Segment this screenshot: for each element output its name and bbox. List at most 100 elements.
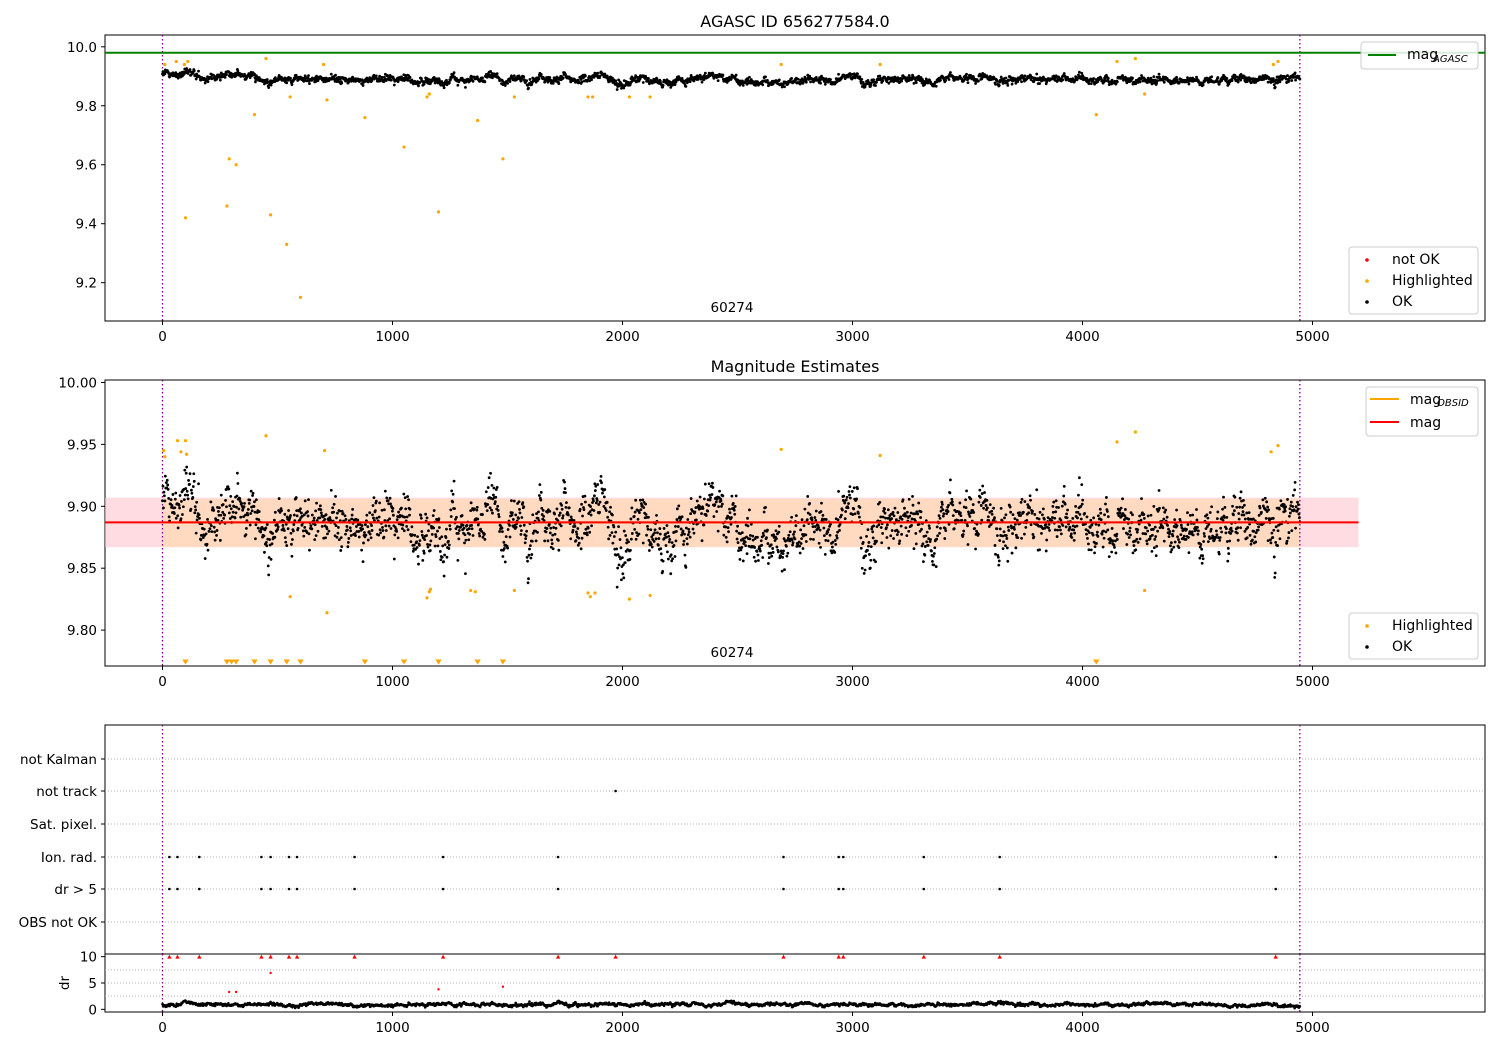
ok-point [994,552,997,556]
x-tick-label: 5000 [1295,674,1329,690]
ok-point [766,528,769,532]
ok-point [357,530,361,533]
offscale-marker [232,659,240,665]
panel2-legend-mag: mag OBSID mag [1365,386,1479,437]
ok-point [863,85,867,89]
ok-point [1291,494,1295,497]
ok-point [1198,545,1202,549]
ok-point [286,527,290,531]
ok-point [1092,77,1096,80]
ok-point [227,511,231,515]
ok-point [345,528,349,532]
ok-point [337,538,341,542]
ok-point [1176,535,1179,539]
ok-point [840,508,844,512]
ok-point [920,544,924,548]
ok-point [442,86,446,90]
ok-point [365,513,369,517]
ok-point [403,515,407,519]
ok-point [592,75,596,79]
ok-point [1294,505,1298,509]
ok-point [674,525,677,528]
ok-point [1042,517,1046,521]
ok-point [193,505,197,509]
ok-point [218,78,222,82]
ok-point [872,524,876,528]
ok-point [665,524,669,527]
ok-point [1266,80,1270,84]
ok-point [163,499,167,503]
ok-point [641,498,645,502]
ok-point [793,530,796,534]
ok-point [741,83,745,87]
ok-point [1007,529,1011,532]
ok-point [885,526,888,530]
ok-point [786,82,790,86]
ok-point [1129,533,1132,537]
ok-point [1114,539,1117,543]
panel1-obsid-label: 60274 [711,300,754,316]
ok-point [351,507,355,511]
ok-point [1171,534,1175,538]
highlighted-point [163,455,167,459]
flag-point [198,855,201,859]
ok-point [867,544,870,548]
ok-point [1131,551,1135,555]
ok-point [268,538,272,541]
ok-point [1071,516,1075,520]
ok-point [382,508,386,512]
ok-point [454,517,457,521]
ok-point [964,506,968,510]
ok-point [508,535,512,539]
ok-point [961,533,965,536]
ok-point [755,550,759,553]
ok-point [621,572,625,576]
ok-point [1138,537,1142,541]
ok-point [334,494,337,498]
y-tick-label: 9.6 [76,158,97,174]
ok-point [436,544,440,548]
ok-point [603,488,607,491]
ok-point [529,556,533,560]
ok-point [441,544,445,548]
ok-point [231,510,235,514]
ok-point [848,485,852,489]
ok-point [1142,512,1146,516]
ok-point [406,78,410,82]
ok-point [437,526,441,529]
flag-point [260,887,263,891]
ok-point [389,78,393,82]
ok-point [798,551,802,555]
ok-point [766,79,769,82]
ok-point [958,501,962,505]
ok-point [491,511,494,515]
ok-point [1146,514,1150,518]
ok-point [852,507,856,511]
ok-point [188,472,192,476]
ok-point [1069,532,1073,536]
ok-point [586,526,590,530]
ok-point [777,78,781,82]
ok-point [522,523,526,527]
ok-point [1060,504,1064,508]
ok-point [945,512,949,516]
ok-point [743,540,747,544]
ok-point [226,485,230,489]
ok-point [319,511,323,515]
ok-point [236,482,240,485]
ok-point [517,500,521,504]
ok-point [875,539,878,543]
ok-point [465,523,469,527]
ok-point [1044,523,1048,526]
ok-point [843,517,847,521]
ok-point [1223,506,1227,509]
ok-point [591,497,595,501]
ok-point [813,516,817,519]
ok-point [1289,500,1293,504]
ok-point [1243,517,1247,521]
ok-point [866,528,870,532]
ok-point [1087,531,1091,535]
y-tick-label: 9.2 [76,276,97,292]
ok-point [469,509,473,513]
ok-point [704,514,708,517]
